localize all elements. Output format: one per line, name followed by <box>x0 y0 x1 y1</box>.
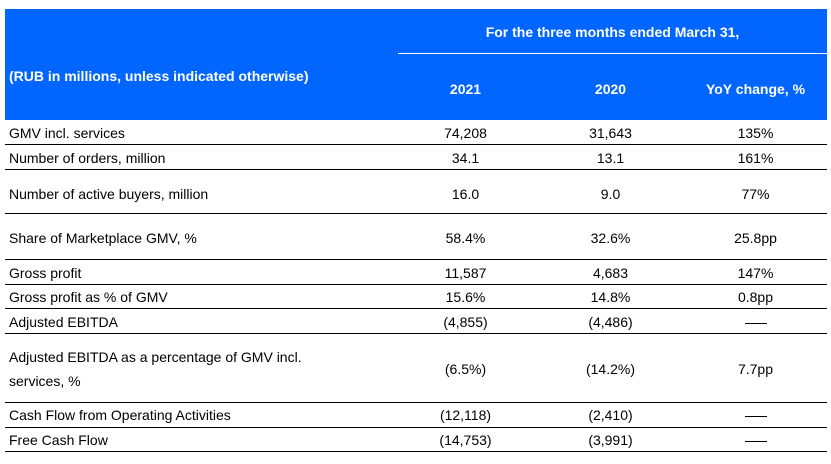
em-dash <box>744 322 767 324</box>
value-2021: 74,208 <box>444 125 487 141</box>
value-yoy <box>683 431 828 449</box>
value-2021: 34.1 <box>451 150 480 166</box>
row-label: Gross profit as % of GMV <box>9 289 168 305</box>
table-row-marketplace-share: Share of Marketplace GMV, % 58.4% 32.6% … <box>5 214 827 260</box>
value-2020: 32.6% <box>590 230 631 246</box>
value-2021: 58.4% <box>445 230 486 246</box>
value-2021: (6.5%) <box>444 361 487 377</box>
value-2020: (4,486) <box>588 314 633 330</box>
value-2021: 15.6% <box>445 289 486 305</box>
row-label-line-1: Adjusted EBITDA as a percentage of GMV i… <box>9 349 302 365</box>
row-label: Free Cash Flow <box>9 432 108 448</box>
table-row-gross-profit-pct: Gross profit as % of GMV 15.6% 14.8% 0.8… <box>5 285 827 309</box>
table-row-buyers: Number of active buyers, million 16.0 9.… <box>5 170 827 214</box>
value-yoy: 147% <box>737 265 774 281</box>
value-yoy: 0.8pp <box>737 289 774 305</box>
column-header-yoy: YoY change, % <box>705 81 806 97</box>
row-label-line-2: services, % <box>9 373 81 389</box>
value-yoy <box>683 313 828 331</box>
value-2021: (12,118) <box>439 407 492 423</box>
value-yoy: 161% <box>737 150 774 166</box>
table-header: (RUB in millions, unless indicated other… <box>5 9 827 120</box>
value-2020: (14.2%) <box>585 361 636 377</box>
value-2021: 16.0 <box>451 186 480 202</box>
value-yoy <box>683 406 828 424</box>
row-label: GMV incl. services <box>9 125 125 141</box>
row-label: Number of orders, million <box>9 150 166 166</box>
table-row-gross-profit: Gross profit 11,587 4,683 147% <box>5 260 827 285</box>
value-yoy: 135% <box>737 125 774 141</box>
em-dash <box>744 440 767 442</box>
table-row-orders: Number of orders, million 34.1 13.1 161% <box>5 145 827 170</box>
period-underline <box>398 53 827 54</box>
value-2020: 9.0 <box>600 186 621 202</box>
table-row-operating-cash-flow: Cash Flow from Operating Activities (12,… <box>5 403 827 428</box>
value-2020: 4,683 <box>592 265 629 281</box>
value-2021: (14,753) <box>439 432 492 448</box>
value-yoy: 7.7pp <box>737 361 774 377</box>
value-2021: (4,855) <box>443 314 488 330</box>
value-yoy: 77% <box>741 186 770 202</box>
row-label: Share of Marketplace GMV, % <box>9 230 197 246</box>
column-header-2020: 2020 <box>594 81 627 97</box>
value-2021: 11,587 <box>444 265 487 281</box>
units-label: (RUB in millions, unless indicated other… <box>9 68 309 84</box>
row-label: Adjusted EBITDA <box>9 314 118 330</box>
value-2020: (2,410) <box>588 407 633 423</box>
value-2020: (3,991) <box>588 432 633 448</box>
value-2020: 31,643 <box>589 125 632 141</box>
table-row-free-cash-flow: Free Cash Flow (14,753) (3,991) <box>5 428 827 452</box>
table-row-adjusted-ebitda: Adjusted EBITDA (4,855) (4,486) <box>5 309 827 334</box>
column-header-2021: 2021 <box>449 81 482 97</box>
value-2020: 13.1 <box>596 150 625 166</box>
em-dash <box>744 415 767 417</box>
table-row-ebitda-margin: Adjusted EBITDA as a percentage of GMV i… <box>5 334 827 403</box>
period-label: For the three months ended March 31, <box>485 24 740 40</box>
table-row-gmv: GMV incl. services 74,208 31,643 135% <box>5 122 827 145</box>
value-2020: 14.8% <box>590 289 631 305</box>
value-yoy: 25.8pp <box>734 230 777 246</box>
row-label: Cash Flow from Operating Activities <box>9 407 231 423</box>
row-label: Number of active buyers, million <box>9 186 209 202</box>
row-label: Gross profit <box>9 265 82 281</box>
